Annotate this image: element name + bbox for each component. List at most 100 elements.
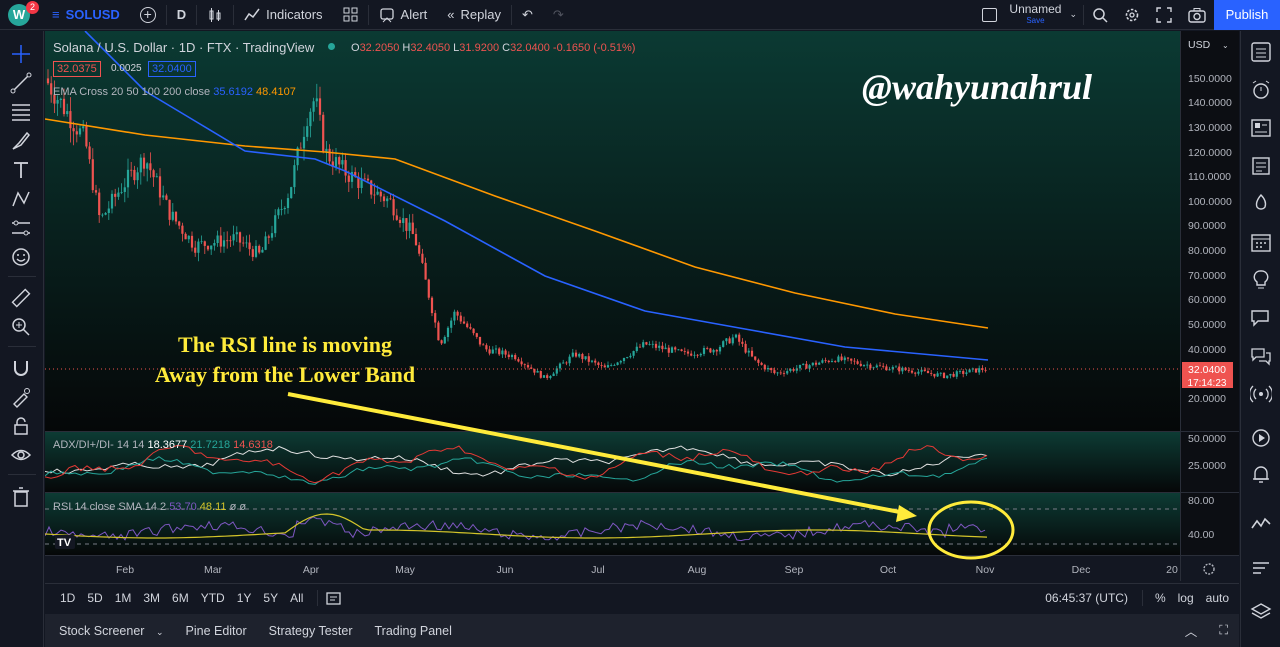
candle-body: [123, 187, 126, 192]
user-menu[interactable]: W 2: [0, 0, 40, 30]
ideas-lightbulb-icon[interactable]: [1250, 269, 1272, 291]
candle-body: [325, 148, 328, 152]
auto-toggle[interactable]: auto: [1205, 590, 1229, 605]
dom-icon[interactable]: [1250, 557, 1272, 579]
compare-button[interactable]: +: [130, 0, 166, 30]
notifications-bell-icon[interactable]: [1250, 463, 1272, 485]
range-button-1m[interactable]: 1M: [114, 590, 132, 605]
interval-button[interactable]: D: [176, 7, 187, 22]
publish-button[interactable]: Publish: [1214, 0, 1280, 30]
replay-button[interactable]: « Replay: [437, 0, 511, 30]
indicators-button[interactable]: Indicators: [234, 0, 332, 30]
text-tool-icon[interactable]: [10, 159, 32, 181]
lock-pencil-icon[interactable]: [10, 386, 32, 408]
zoom-in-icon[interactable]: [10, 316, 32, 338]
rsi-extra-value: ø: [239, 501, 247, 513]
buy-price-button[interactable]: 32.0400: [148, 61, 196, 77]
forecast-icon[interactable]: [10, 217, 32, 239]
chart-pulse-icon[interactable]: [1250, 513, 1272, 535]
candle-body: [642, 342, 645, 348]
market-status-dot: [328, 43, 335, 50]
hotlist-icon[interactable]: [1250, 193, 1272, 215]
layers-icon[interactable]: [1250, 601, 1272, 623]
candle-body: [501, 350, 504, 355]
candle-body: [245, 242, 248, 244]
alert-button[interactable]: Alert: [369, 0, 438, 30]
candle-body: [475, 333, 478, 337]
range-button-all[interactable]: All: [290, 590, 304, 605]
data-window-icon[interactable]: [1250, 117, 1272, 139]
fib-retracement-icon[interactable]: [10, 101, 32, 123]
trash-icon[interactable]: [10, 486, 32, 508]
eye-icon[interactable]: [10, 444, 32, 466]
candle-body: [306, 126, 309, 137]
chat-icon[interactable]: [1250, 307, 1272, 329]
candle-body: [674, 347, 677, 350]
gear-icon[interactable]: [1203, 563, 1215, 575]
tab-strategy-tester[interactable]: Strategy Tester: [268, 623, 353, 638]
candle-body: [258, 245, 261, 253]
candle-body: [216, 235, 219, 243]
candle-body: [690, 353, 693, 356]
candle-body: [162, 195, 165, 198]
pattern-icon[interactable]: [10, 188, 32, 210]
ema-legend[interactable]: EMA Cross 20 50 100 200 close 35.6192 48…: [53, 86, 296, 98]
rsi-sma-line: [44, 513, 988, 539]
candle-body: [933, 373, 936, 377]
magnet-icon[interactable]: [10, 357, 32, 379]
search-button[interactable]: [1084, 0, 1116, 30]
date-range-icon[interactable]: [326, 591, 342, 605]
chevron-down-icon[interactable]: ⌄: [1222, 41, 1229, 50]
ruler-icon[interactable]: [10, 287, 32, 309]
collapse-panel-button[interactable]: ︿: [1174, 621, 1209, 640]
avatar[interactable]: W: [8, 3, 30, 26]
tab-stock-screener[interactable]: Stock Screener ⌄: [45, 624, 175, 638]
main-pane-bg: [45, 31, 1180, 431]
fullscreen-button[interactable]: [1148, 0, 1180, 30]
tab-pine-editor[interactable]: Pine Editor: [185, 623, 247, 638]
layout-templates-button[interactable]: [333, 0, 368, 30]
play-stream-icon[interactable]: [1250, 427, 1272, 449]
lock-icon[interactable]: [10, 415, 32, 437]
rsi-legend[interactable]: RSI 14 close SMA 14 2 53.70 48.11 ø ø: [53, 501, 246, 513]
range-button-1y[interactable]: 1Y: [236, 590, 252, 605]
symbol-search[interactable]: ≡ SOLUSD: [38, 0, 130, 30]
snapshot-button[interactable]: [1180, 0, 1214, 30]
layout-select[interactable]: Unnamed Save ⌄: [972, 0, 1083, 30]
tab-trading-panel[interactable]: Trading Panel: [374, 623, 452, 638]
currency-label[interactable]: USD: [1188, 39, 1211, 51]
ohlc-values: O32.2050 H32.4050 L31.9200 C32.0400 -0.1…: [351, 42, 636, 54]
crosshair-icon[interactable]: [10, 43, 32, 65]
calendar-icon[interactable]: [1250, 231, 1272, 253]
watchlist-icon[interactable]: [1250, 41, 1272, 63]
streams-icon[interactable]: [1250, 383, 1272, 405]
maximize-panel-button[interactable]: ⛶: [1208, 623, 1239, 638]
percent-toggle[interactable]: %: [1154, 590, 1166, 605]
clock-display[interactable]: 06:45:37 (UTC): [1045, 590, 1128, 605]
candle-body: [165, 195, 168, 200]
range-button-6m[interactable]: 6M: [172, 590, 189, 605]
trend-line-icon[interactable]: [10, 72, 32, 94]
news-icon[interactable]: [1250, 155, 1272, 177]
chart-area[interactable]: TV 150.0000 140.0000 130.0000 120.0000 110.0…: [44, 30, 1239, 581]
undo-button[interactable]: ↶: [512, 0, 543, 30]
sell-price-button[interactable]: 32.0375: [53, 61, 101, 77]
redo-button[interactable]: ↷: [543, 0, 574, 30]
price-chart[interactable]: TV 150.0000 140.0000 130.0000 120.0000 110.0…: [44, 30, 1239, 581]
alarm-clock-icon[interactable]: [1250, 79, 1272, 101]
range-button-5y[interactable]: 5Y: [263, 590, 279, 605]
range-button-5d[interactable]: 5D: [87, 590, 103, 605]
candle-body: [603, 365, 606, 368]
chart-type-button[interactable]: [197, 0, 233, 30]
chats-icon[interactable]: [1250, 345, 1272, 367]
smiley-icon[interactable]: [10, 246, 32, 268]
settings-button[interactable]: [1116, 0, 1148, 30]
range-button-ytd[interactable]: YTD: [200, 590, 225, 605]
range-button-3m[interactable]: 3M: [143, 590, 161, 605]
adx-legend[interactable]: ADX/DI+/DI- 14 14 18.3677 21.7218 14.631…: [53, 439, 273, 451]
log-toggle[interactable]: log: [1177, 590, 1194, 605]
candle-body: [110, 193, 114, 209]
candle-body: [485, 345, 488, 350]
range-button-1d[interactable]: 1D: [60, 590, 76, 605]
brush-icon[interactable]: [10, 130, 32, 152]
